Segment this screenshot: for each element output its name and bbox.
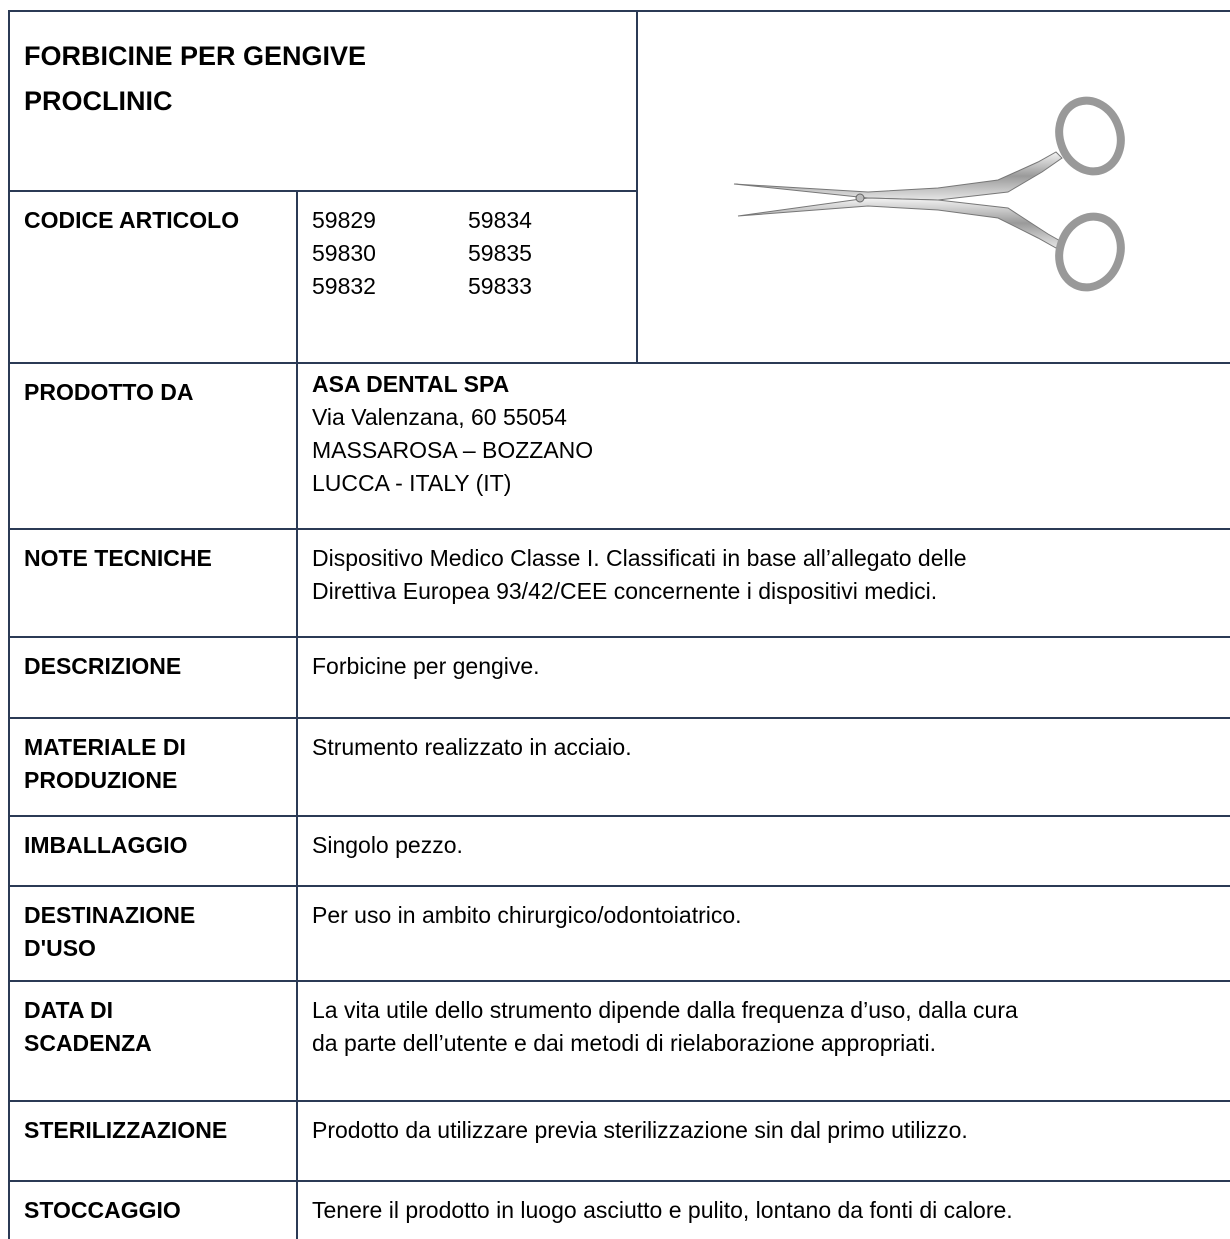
text-line: Tenere il prodotto in luogo asciutto e p…: [312, 1197, 1013, 1223]
code: 59833: [468, 273, 532, 299]
row-label-cell: NOTE TECNICHE: [8, 528, 296, 636]
text-line: LUCCA - ITALY (IT): [312, 470, 512, 496]
row-label-cell: DATA DI SCADENZA: [8, 980, 296, 1100]
row-text-cell: ASA DENTAL SPA Via Valenzana, 60 55054 MAS…: [296, 362, 1230, 528]
label-line: SCADENZA: [24, 1030, 152, 1056]
title-cell: FORBICINE PER GENGIVE PROCLINIC: [8, 10, 636, 190]
row-text-cell: Tenere il prodotto in luogo asciutto e p…: [296, 1180, 1230, 1239]
row-label-cell: IMBALLAGGIO: [8, 815, 296, 885]
text-line: Strumento realizzato in acciaio.: [312, 734, 632, 760]
code: 59830: [312, 240, 376, 266]
label-line: NOTE TECNICHE: [24, 545, 212, 571]
text-line: Direttiva Europea 93/42/CEE concernente …: [312, 578, 938, 604]
codes-cell: 59829 59834 59830 59835 59832 59833: [296, 190, 636, 362]
row-text-cell: Dispositivo Medico Classe I. Classificat…: [296, 528, 1230, 636]
product-image: [733, 96, 1125, 292]
code: 59835: [468, 240, 532, 266]
codes-label-cell: CODICE ARTICOLO: [8, 190, 296, 362]
code: 59829: [312, 207, 376, 233]
label-line: DESCRIZIONE: [24, 653, 182, 679]
text-line: La vita utile dello strumento dipende da…: [312, 997, 1018, 1023]
text-line: Singolo pezzo.: [312, 832, 463, 858]
row-label-cell: DESTINAZIONE D'USO: [8, 885, 296, 980]
text-line: Dispositivo Medico Classe I. Classificat…: [312, 545, 967, 571]
text-line: Prodotto da utilizzare previa sterilizza…: [312, 1117, 968, 1143]
label-line: PRODUZIONE: [24, 767, 178, 793]
label-line: CODICE ARTICOLO: [24, 207, 240, 233]
row-label-cell: MATERIALE DI PRODUZIONE: [8, 717, 296, 815]
text-line: Per uso in ambito chirurgico/odontoiatri…: [312, 902, 742, 928]
text-line: MASSAROSA – BOZZANO: [312, 437, 594, 463]
title-line: PROCLINIC: [24, 86, 173, 116]
row-label-cell: STERILIZZAZIONE: [8, 1100, 296, 1180]
row-text-cell: Singolo pezzo.: [296, 815, 1230, 885]
label-line: STERILIZZAZIONE: [24, 1117, 228, 1143]
label-line: DESTINAZIONE: [24, 902, 196, 928]
code: 59832: [312, 273, 376, 299]
label-line: D'USO: [24, 935, 96, 961]
row-text-cell: Strumento realizzato in acciaio.: [296, 717, 1230, 815]
label-line: IMBALLAGGIO: [24, 832, 188, 858]
text-line: Via Valenzana, 60 55054: [312, 404, 567, 430]
text-line: Forbicine per gengive.: [312, 653, 540, 679]
label-line: STOCCAGGIO: [24, 1197, 181, 1223]
title-line: FORBICINE PER GENGIVE: [24, 41, 367, 71]
row-text-cell: Per uso in ambito chirurgico/odontoiatri…: [296, 885, 1230, 980]
manufacturer-name: ASA DENTAL SPA: [312, 371, 510, 397]
row-text-cell: Prodotto da utilizzare previa sterilizza…: [296, 1100, 1230, 1180]
row-label-cell: STOCCAGGIO: [8, 1180, 296, 1239]
image-cell: [636, 10, 1230, 362]
label-line: DATA DI: [24, 997, 114, 1023]
label-line: PRODOTTO DA: [24, 379, 194, 405]
row-label-cell: PRODOTTO DA: [8, 362, 296, 528]
codes-grid: 59829 59834 59830 59835 59832 59833: [312, 204, 636, 303]
code: 59834: [468, 207, 532, 233]
text-line: da parte dell’utente e dai metodi di rie…: [312, 1030, 936, 1056]
row-label-cell: DESCRIZIONE: [8, 636, 296, 717]
row-text-cell: La vita utile dello strumento dipende da…: [296, 980, 1230, 1100]
row-text-cell: Forbicine per gengive.: [296, 636, 1230, 717]
label-line: MATERIALE DI: [24, 734, 186, 760]
